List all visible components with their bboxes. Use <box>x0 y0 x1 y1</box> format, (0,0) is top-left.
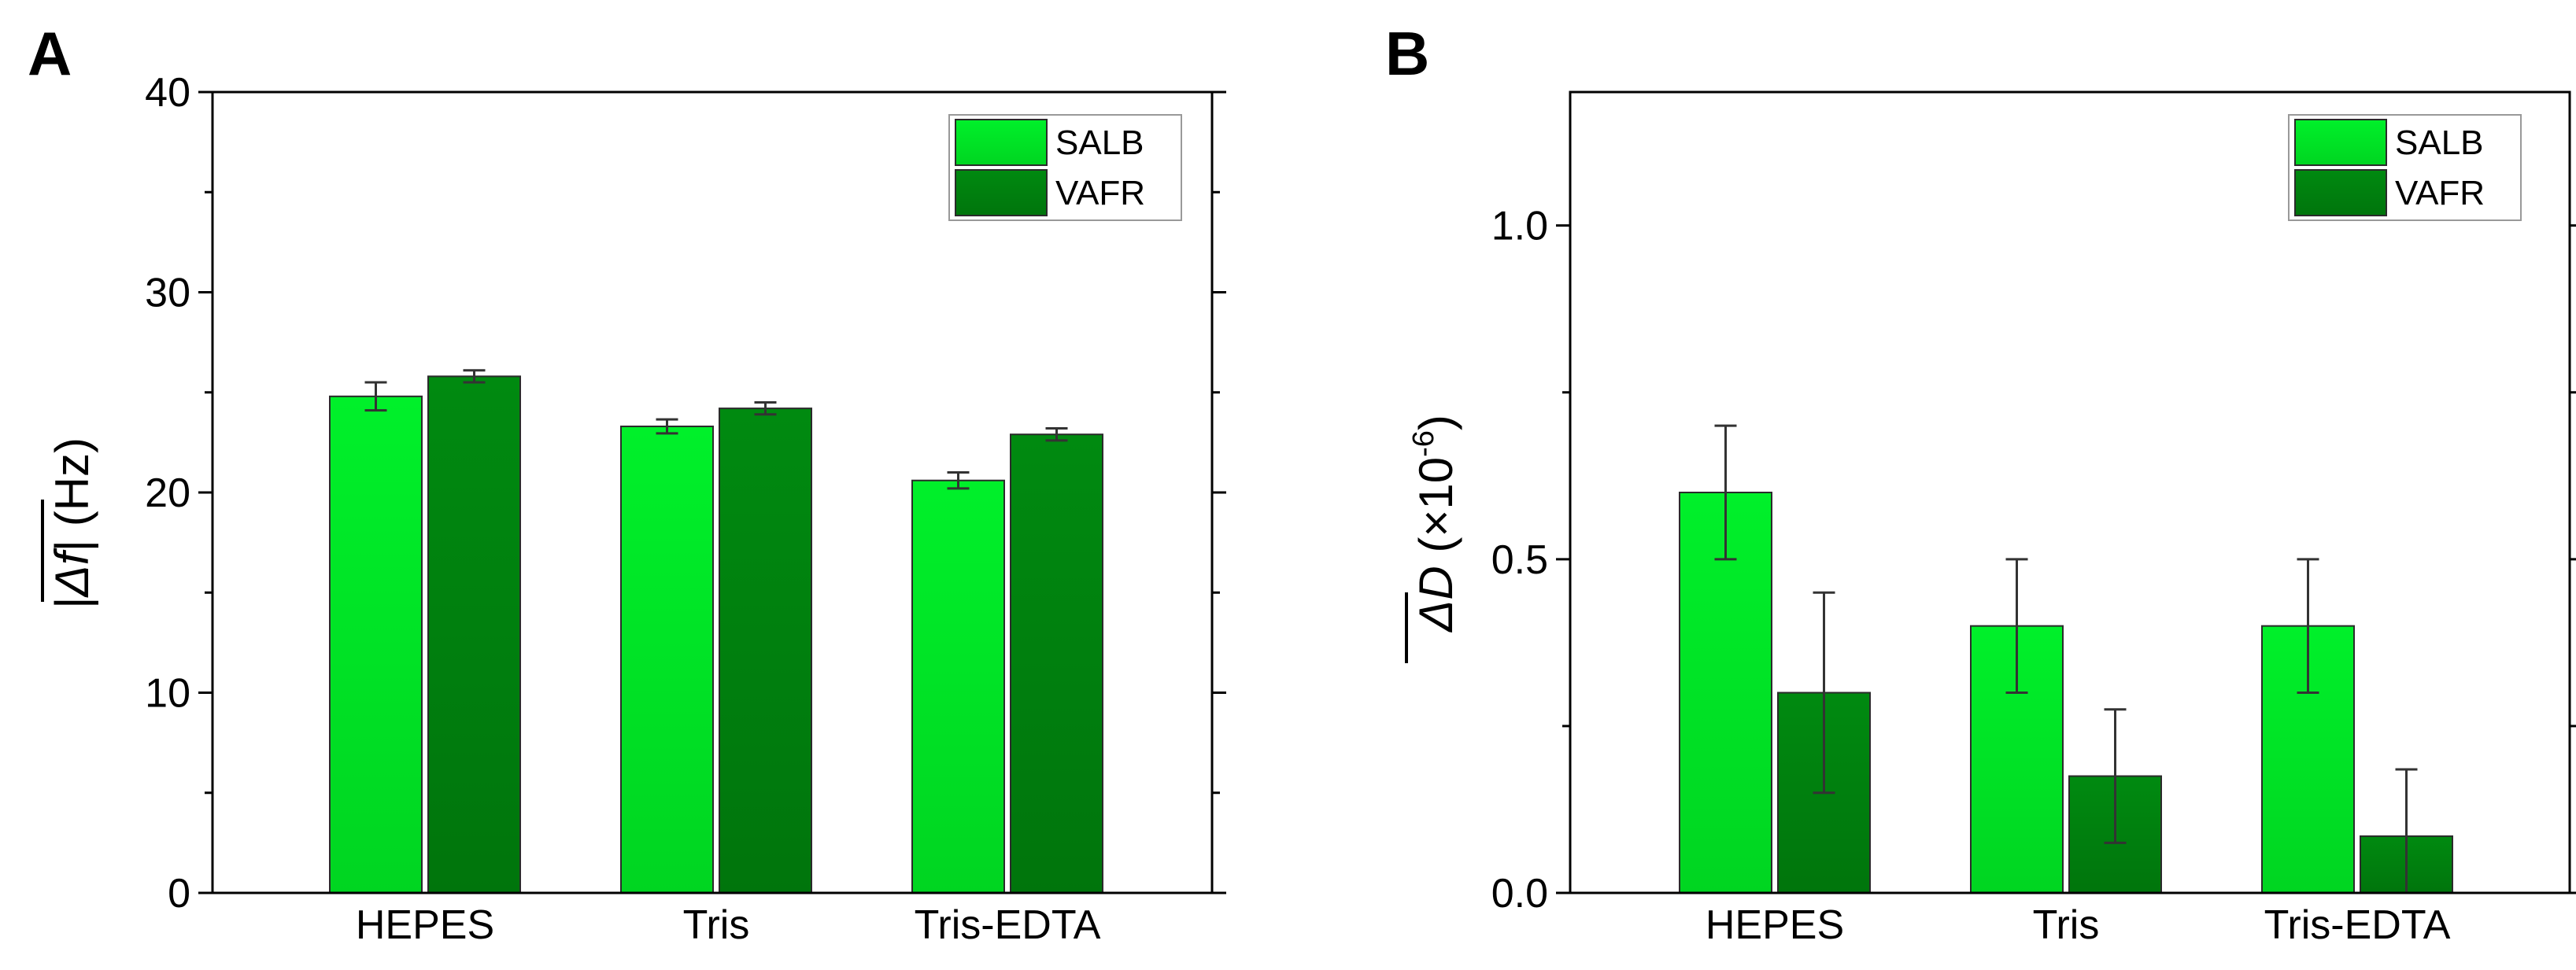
panel-b-legend-label-vafr: VAFR <box>2395 174 2485 212</box>
panel-a: A |Δf| (Hz) 0 10 20 30 40 HEPES Tris Tris-EDTA S… <box>28 19 1226 948</box>
panel-b-ytick-label: 1.0 <box>1491 204 1548 249</box>
panel-a-ylabel-bar-right: | <box>46 526 98 551</box>
panel-b-y-axis-title: ΔD (×10-6) <box>1405 415 1462 663</box>
panel-b-legend-label-salb: SALB <box>2395 124 2484 162</box>
panel-a-bar-salb-tris <box>620 426 714 894</box>
panel-a-category-label-hepes: HEPES <box>356 902 494 948</box>
panel-b-ylabel-space <box>1410 553 1462 566</box>
panel-b-ytick-label: 0.0 <box>1491 871 1548 917</box>
panel-a-bar-salb-tris-edta <box>911 479 1005 894</box>
panel-b-ylabel-unit: (×10 <box>1410 457 1462 553</box>
panel-a-legend: SALB VAFR <box>948 114 1182 221</box>
panel-b-ytick-label: 0.5 <box>1491 537 1548 583</box>
panel-a-ytick-label: 30 <box>145 271 190 316</box>
panel-b-plot-area: 0.0 0.5 1.0 HEPES Tris Tris-EDTA SALB VAFR <box>1491 90 2576 948</box>
svg-text:|Δf| (Hz): |Δf| (Hz) <box>46 437 98 609</box>
panel-a-legend-swatch-salb <box>955 119 1048 166</box>
panel-a-category-label-tris: Tris <box>683 902 750 948</box>
panel-a-legend-label-salb: SALB <box>1055 124 1144 162</box>
panel-b: B ΔD (×10-6) 0.0 0.5 1.0 HEPES Tris Tris-EDTA… <box>1385 19 2576 948</box>
panel-a-category-label-tris-edta: Tris-EDTA <box>915 902 1101 948</box>
panel-b-frame <box>1569 90 2571 894</box>
panel-a-legend-label-vafr: VAFR <box>1055 174 1145 212</box>
panel-a-legend-swatch-vafr <box>955 169 1048 216</box>
panel-b-ylabel-symbol: ΔD <box>1410 566 1462 633</box>
panel-b-category-label-tris-edta: Tris-EDTA <box>2264 902 2451 948</box>
panel-b-legend-swatch-vafr <box>2294 169 2387 216</box>
panel-a-ytick-label: 10 <box>145 671 190 717</box>
svg-text:ΔD (×10-6): ΔD (×10-6) <box>1407 415 1462 633</box>
panel-b-category-label-tris: Tris <box>2033 902 2100 948</box>
panel-b-legend: SALB VAFR <box>2288 114 2522 221</box>
panel-a-ylabel-bar-left: | <box>46 596 98 609</box>
panel-a-ytick-label: 0 <box>168 871 190 917</box>
panel-a-bar-salb-hepes <box>329 395 423 894</box>
panel-a-ytick-label: 20 <box>145 470 190 516</box>
panel-a-ylabel-symbol: Δf <box>46 548 98 598</box>
panel-a-ylabel-unit: (Hz) <box>46 437 98 526</box>
panel-b-ylabel-close: ) <box>1410 415 1462 430</box>
panel-a-y-axis-title: |Δf| (Hz) <box>41 437 98 609</box>
panel-b-legend-swatch-salb <box>2294 119 2387 166</box>
panel-a-bar-vafr-hepes <box>427 375 521 894</box>
panel-a-letter: A <box>28 19 72 88</box>
panel-a-ytick-label: 40 <box>145 70 190 116</box>
panel-a-bar-vafr-tris <box>719 408 812 894</box>
panel-b-category-label-hepes: HEPES <box>1706 902 1844 948</box>
panel-a-plot-area: 0 10 20 30 40 HEPES Tris Tris-EDTA SALB VAFR <box>145 70 1226 948</box>
panel-b-ylabel-exp: -6 <box>1407 430 1440 457</box>
panel-a-bar-vafr-tris-edta <box>1010 433 1103 894</box>
panel-b-letter: B <box>1385 19 1429 88</box>
